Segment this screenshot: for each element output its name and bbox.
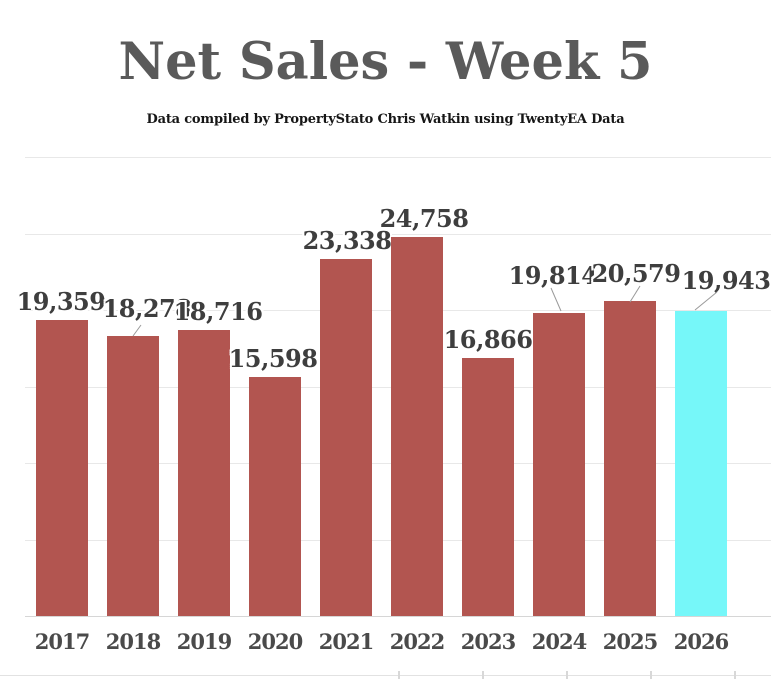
value-label-2019: 18,716 [173, 297, 263, 326]
bar-2025[interactable] [604, 301, 656, 616]
value-label-2020: 15,598 [228, 344, 318, 373]
leader-line-2024 [550, 287, 562, 312]
ruler-tick-0 [398, 671, 400, 679]
value-label-2017: 19,359 [16, 287, 106, 316]
x-axis-label-2024: 2024 [531, 629, 587, 654]
gridline-25000 [25, 234, 771, 235]
chart-subtitle: Data compiled by PropertyStato Chris Wat… [146, 112, 625, 127]
bar-2021[interactable] [320, 259, 372, 616]
chart-title: Net Sales - Week 5 [118, 32, 653, 92]
x-axis-label-2018: 2018 [105, 629, 161, 654]
bar-2019[interactable] [178, 330, 230, 616]
bar-2026[interactable] [675, 311, 727, 616]
leader-line-2025 [629, 285, 641, 303]
x-axis-label-2022: 2022 [389, 629, 445, 654]
ruler-tick-2 [566, 671, 568, 679]
bar-2024[interactable] [533, 313, 585, 616]
ruler-tick-3 [650, 671, 652, 679]
bar-2018[interactable] [107, 336, 159, 616]
x-axis-label-2019: 2019 [176, 629, 232, 654]
bar-2017[interactable] [36, 320, 88, 616]
next-chart-top-border [0, 675, 771, 676]
ruler-tick-1 [482, 671, 484, 679]
x-axis-label-2023: 2023 [460, 629, 516, 654]
value-label-2024: 19,814 [508, 261, 598, 290]
bar-2022[interactable] [391, 237, 443, 616]
value-label-2018: 18,278 [102, 294, 192, 323]
value-label-2023: 16,866 [443, 325, 533, 354]
value-label-2026: 19,943 [681, 266, 771, 295]
x-axis-baseline [25, 616, 771, 617]
ruler-tick-4 [734, 671, 736, 679]
x-axis-label-2017: 2017 [34, 629, 90, 654]
x-axis-label-2021: 2021 [318, 629, 374, 654]
x-axis-label-2020: 2020 [247, 629, 303, 654]
value-label-2025: 20,579 [591, 259, 681, 288]
x-axis-label-2025: 2025 [602, 629, 658, 654]
gridline-30000 [25, 157, 771, 158]
bar-2020[interactable] [249, 377, 301, 616]
value-label-2022: 24,758 [379, 204, 469, 233]
value-label-2021: 23,338 [302, 226, 392, 255]
bar-2023[interactable] [462, 358, 514, 616]
leader-line-2018 [132, 324, 142, 337]
x-axis-label-2026: 2026 [673, 629, 729, 654]
